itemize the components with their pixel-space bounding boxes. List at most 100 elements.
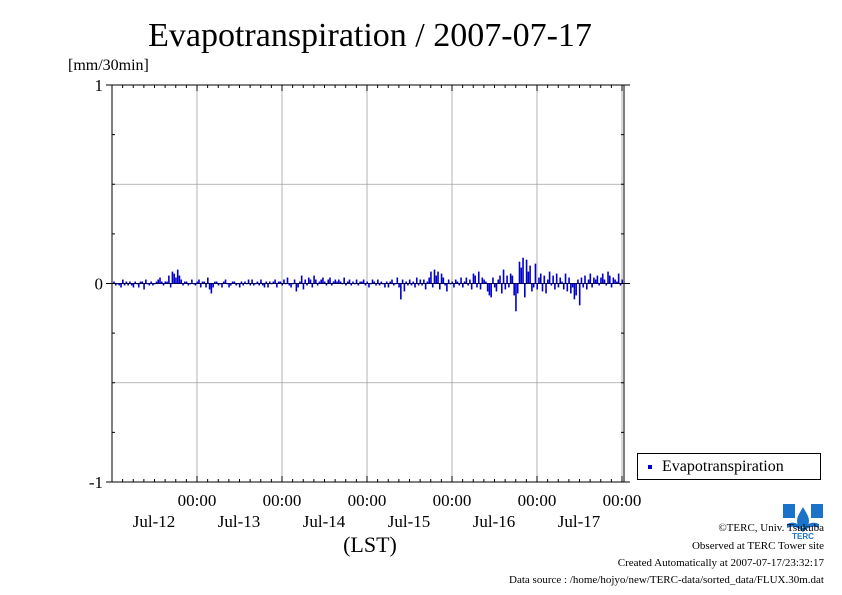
data-bar — [373, 281, 376, 284]
data-bar — [584, 275, 586, 284]
data-bar — [297, 283, 299, 288]
data-bar — [612, 277, 615, 284]
data-bar — [518, 261, 521, 284]
data-bar — [493, 283, 496, 288]
data-bar — [582, 283, 585, 288]
data-bar — [384, 283, 386, 288]
footer-copyright: ©TERC, Univ. Tsukuba — [718, 522, 824, 534]
data-bar — [322, 277, 324, 284]
data-bar — [332, 281, 335, 284]
data-bar — [385, 281, 388, 284]
y-axis-units-label: [mm/30min] — [68, 57, 149, 74]
data-bar — [113, 281, 115, 284]
data-bar — [617, 273, 620, 284]
data-bar — [391, 279, 393, 284]
data-bar — [171, 271, 174, 284]
data-bar — [212, 283, 214, 288]
data-bar — [564, 273, 567, 284]
data-bar — [116, 283, 119, 285]
data-bar — [371, 279, 374, 284]
data-bar — [175, 277, 177, 284]
data-bar — [277, 281, 280, 284]
data-bar — [235, 283, 237, 286]
data-bar — [571, 283, 574, 288]
data-bar — [566, 283, 569, 292]
footer-site: Observed at TERC Tower site — [691, 540, 824, 552]
footer-created: Created Automatically at 2007-07-17/23:3… — [617, 557, 824, 569]
data-bar — [603, 279, 606, 284]
data-bar — [182, 283, 184, 286]
data-bar — [269, 281, 271, 284]
data-bar — [228, 283, 230, 288]
data-bar — [435, 275, 438, 284]
data-bar — [290, 283, 292, 288]
data-bar — [538, 277, 540, 284]
data-bar — [421, 283, 423, 286]
data-bar — [118, 283, 121, 286]
data-bar — [300, 275, 303, 284]
data-bar — [587, 279, 590, 284]
data-bar — [352, 281, 354, 284]
data-bar — [474, 275, 477, 284]
data-bar — [219, 283, 222, 285]
data-bar — [311, 283, 314, 288]
data-bar — [412, 281, 415, 284]
data-bar — [424, 283, 427, 290]
data-bar — [414, 283, 416, 288]
data-bar — [176, 269, 179, 284]
data-bar — [315, 279, 317, 284]
data-bar — [394, 283, 397, 285]
x-tick-date-label: Jul-17 — [558, 512, 601, 531]
data-bar — [447, 279, 450, 284]
data-bar — [336, 281, 338, 284]
x-tick-time-label: 00:00 — [178, 491, 217, 510]
data-bar — [573, 283, 576, 300]
data-bar — [230, 283, 232, 286]
data-bar — [550, 283, 553, 286]
data-bar — [554, 283, 556, 290]
data-bar — [350, 283, 353, 286]
data-bar — [375, 283, 377, 286]
data-bar — [148, 283, 151, 286]
x-tick-time-label: 00:00 — [518, 491, 557, 510]
data-bar — [444, 283, 446, 286]
data-bar — [511, 275, 514, 284]
data-bar — [222, 281, 225, 284]
data-bar — [453, 283, 455, 288]
data-bar — [139, 281, 142, 284]
data-bar — [378, 283, 381, 286]
data-bar — [557, 283, 560, 288]
data-bar — [415, 277, 418, 284]
data-bar — [169, 283, 172, 288]
data-bar — [136, 283, 138, 285]
data-bar — [159, 277, 161, 284]
data-bar — [184, 281, 186, 284]
data-bar — [387, 283, 390, 288]
data-bar — [532, 283, 535, 288]
x-tick-date-label: Jul-14 — [303, 512, 346, 531]
data-bar — [157, 279, 160, 284]
x-tick-date-label: Jul-12 — [133, 512, 176, 531]
data-bar — [534, 263, 537, 284]
x-axis-label: (LST) — [343, 532, 397, 557]
data-bar — [137, 283, 140, 288]
data-bar — [609, 275, 611, 284]
data-bar — [191, 279, 193, 284]
data-bar — [283, 279, 285, 284]
data-bar — [215, 281, 218, 284]
data-bar — [357, 283, 360, 286]
data-bar — [580, 277, 583, 284]
data-bar — [338, 279, 340, 284]
data-bar — [490, 283, 492, 298]
data-bar — [134, 281, 137, 284]
data-bar — [605, 283, 608, 286]
data-bar — [423, 279, 425, 284]
data-bar — [185, 281, 188, 284]
data-bar — [562, 283, 565, 290]
data-bar — [570, 283, 572, 294]
y-tick-label: -1 — [89, 473, 103, 492]
data-bar — [458, 283, 461, 286]
data-bar — [162, 283, 165, 286]
data-bar — [417, 283, 420, 286]
data-bar — [552, 275, 554, 284]
